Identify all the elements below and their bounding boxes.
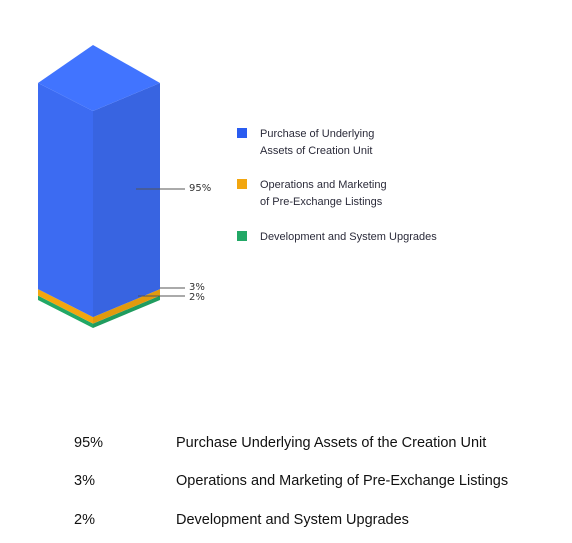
legend-swatch-development: [237, 231, 247, 241]
table-cell-description: Development and System Upgrades: [176, 512, 409, 528]
table-row: 2% Development and System Upgrades: [74, 508, 409, 532]
legend-swatch-operations: [237, 179, 247, 189]
table-row: 95% Purchase Underlying Assets of the Cr…: [74, 431, 486, 455]
table-cell-percent: 3%: [74, 473, 95, 489]
legend-item-operations: Operations and Marketing of Pre-Exchange…: [237, 177, 387, 211]
table-cell-description: Purchase Underlying Assets of the Creati…: [176, 435, 487, 451]
legend-swatch-purchase: [237, 128, 247, 138]
bar-segment-development-right-face: [93, 295, 160, 328]
legend-label-development: Development and System Upgrades: [260, 231, 437, 243]
legend-label-operations: Operations and Marketing of Pre-Exchange…: [260, 179, 387, 208]
bar-segment-operations-right-face: [93, 289, 160, 324]
table-cell-description: Operations and Marketing of Pre-Exchange…: [176, 473, 509, 489]
bar-top-cap: [38, 45, 160, 111]
legend-item-purchase: Purchase of Underlying Assets of Creatio…: [237, 126, 374, 160]
table-row: 3% Operations and Marketing of Pre-Excha…: [74, 469, 508, 493]
table-cell-percent: 95%: [74, 435, 104, 451]
bar-segment-development-left-face: [38, 295, 93, 328]
value-label-operations: 3%: [189, 282, 205, 293]
stacked-column-chart: [38, 45, 185, 328]
legend-item-development: Development and System Upgrades: [237, 229, 437, 246]
bar-segment-operations-left-face: [38, 289, 93, 324]
table-cell-percent: 2%: [74, 512, 95, 528]
legend-label-purchase: Purchase of Underlying Assets of Creatio…: [260, 128, 375, 157]
value-label-development: 2%: [189, 292, 205, 303]
bar-segment-purchase-right-face: [93, 83, 160, 318]
value-label-purchase: 95%: [189, 183, 212, 194]
bar-segment-purchase-left-face: [38, 83, 93, 318]
